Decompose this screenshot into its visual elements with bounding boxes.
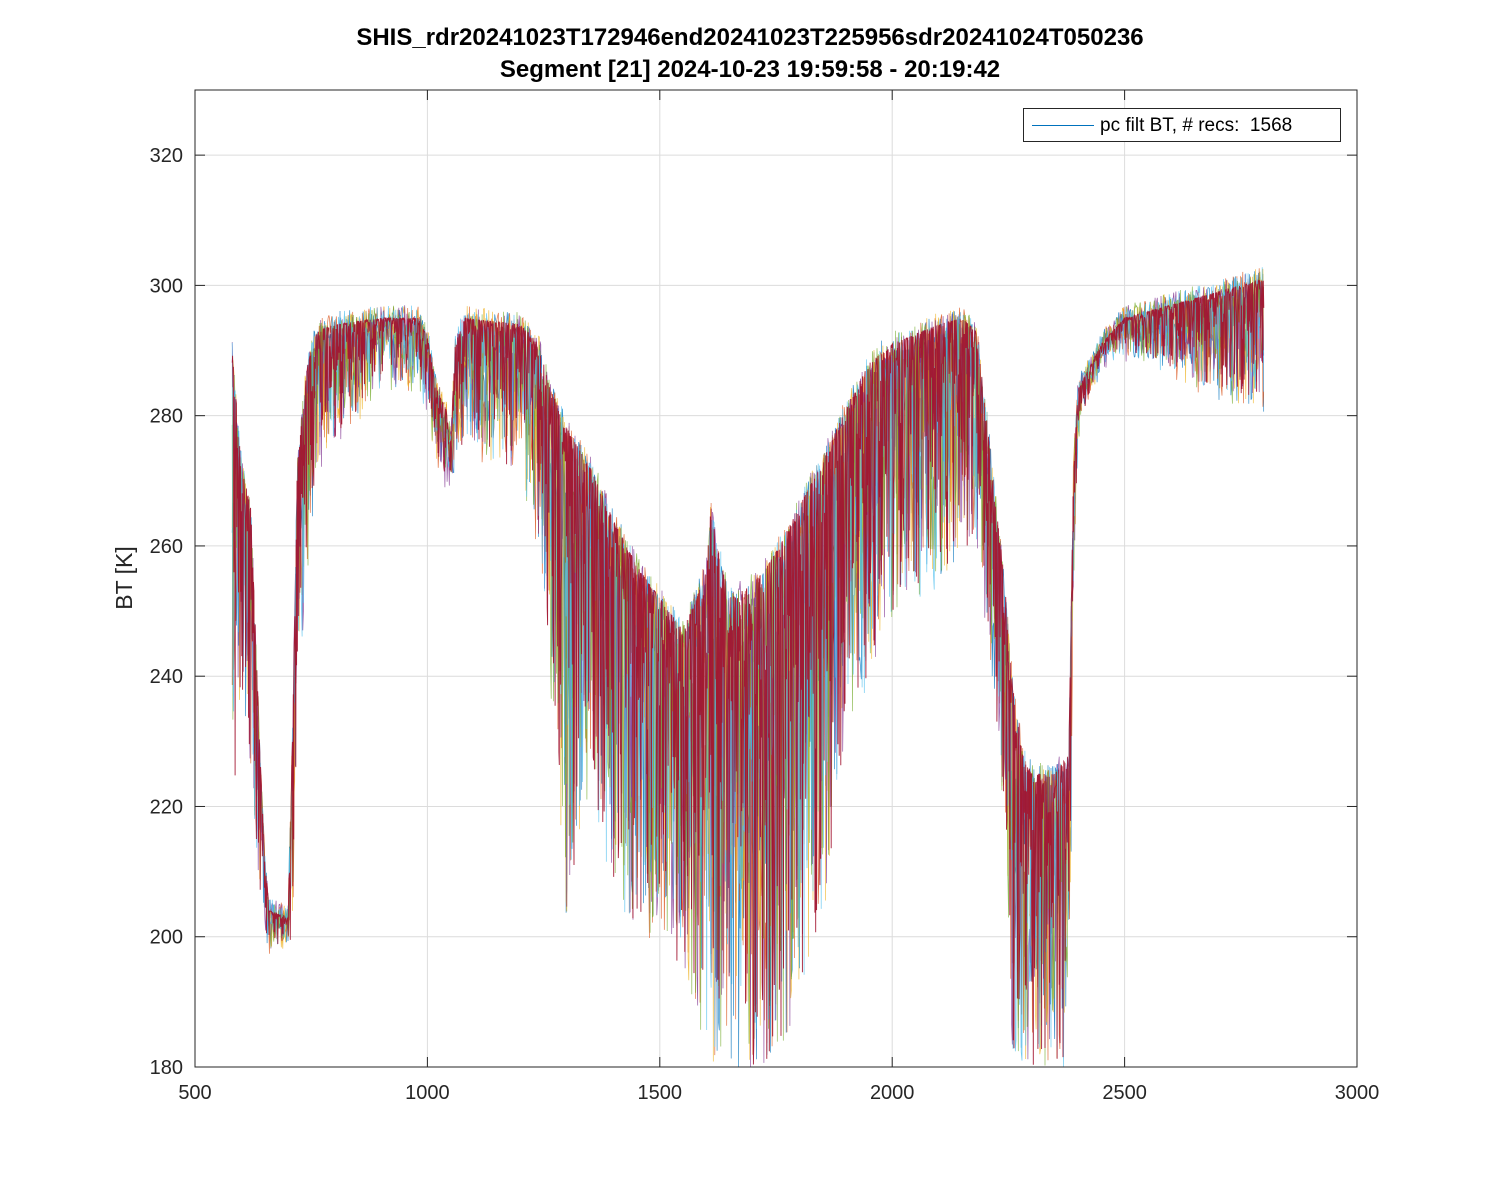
chart-subtitle: Segment [21] 2024-10-23 19:59:58 - 20:19…: [499, 56, 1001, 83]
x-tick-label: 2000: [870, 1082, 915, 1104]
y-tick-label: 320: [150, 145, 183, 167]
legend-entry: pc filt BT, # recs: 1568: [1100, 115, 1293, 136]
axes: 500 1000 1500 2000 2500 3000 180 200 220 240 260 28…: [150, 89, 1380, 1104]
y-tick-label: 220: [150, 796, 183, 818]
x-tick-label: 3000: [1335, 1082, 1380, 1104]
y-tick-label: 200: [150, 927, 183, 949]
y-axis-label: BT [K]: [111, 546, 137, 610]
series-line-6: [231, 267, 1265, 1068]
axes-box: [194, 89, 1358, 1068]
legend[interactable]: pc filt BT, # recs: 1568: [1023, 108, 1341, 142]
series-group: [231, 267, 1265, 1068]
chart-title: SHIS_rdr20241023T172946end20241023T22595…: [356, 24, 1144, 51]
y-tick-label: 300: [150, 275, 183, 297]
y-tick-label: 260: [150, 536, 183, 558]
series-line-7: [231, 279, 1265, 1065]
legend-line-swatch: [1032, 125, 1094, 126]
y-tick-label: 240: [150, 666, 183, 688]
y-tick-label: 280: [150, 406, 183, 428]
x-tick-label: 2500: [1102, 1082, 1147, 1104]
x-tick-label: 1000: [405, 1082, 450, 1104]
x-tick-label: 500: [178, 1082, 211, 1104]
y-tick-label: 180: [150, 1057, 183, 1079]
x-tick-label: 1500: [638, 1082, 683, 1104]
